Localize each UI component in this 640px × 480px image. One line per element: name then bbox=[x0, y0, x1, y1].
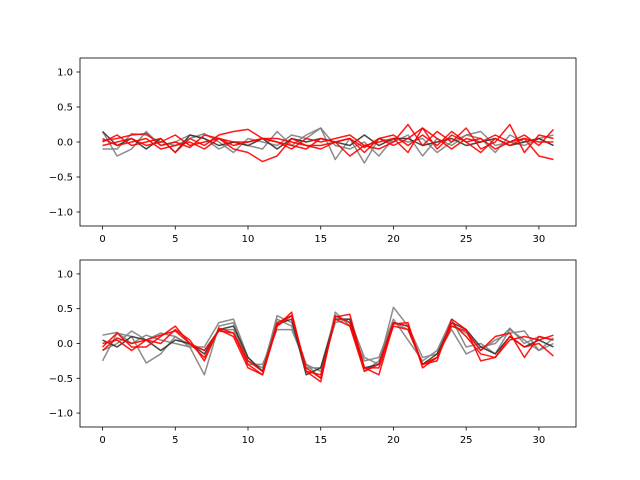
y-tick-label: −1.0 bbox=[49, 208, 73, 219]
x-tick-label: 10 bbox=[242, 234, 255, 245]
x-tick-label: 0 bbox=[99, 234, 105, 245]
series-line-0-3 bbox=[102, 127, 554, 163]
x-tick-label: 15 bbox=[314, 435, 327, 446]
subplot-bottom: 0 5 10 15 20 25 30 −1.0 −0.5 0.0 0.5 1.0 bbox=[49, 259, 577, 446]
y-tick-label: −0.5 bbox=[49, 173, 73, 184]
x-tick-label: 15 bbox=[314, 234, 327, 245]
x-tick-label: 10 bbox=[242, 435, 255, 446]
x-tick-label: 25 bbox=[460, 435, 473, 446]
x-tick-label: 20 bbox=[387, 234, 400, 245]
x-tick-label: 0 bbox=[99, 435, 105, 446]
subplot-top: 0 5 10 15 20 25 30 −1.0 −0.5 0.0 0.5 1.0 bbox=[49, 57, 577, 245]
y-tick-label: 0.5 bbox=[57, 103, 73, 114]
x-tick-label: 30 bbox=[533, 234, 546, 245]
y-tick-label: 1.0 bbox=[57, 68, 73, 79]
y-tick-label: 1.0 bbox=[57, 269, 73, 280]
x-tick-label: 25 bbox=[460, 234, 473, 245]
x-tick-label: 5 bbox=[172, 234, 178, 245]
y-tick-label: 0.0 bbox=[57, 138, 73, 149]
series-line-1-6 bbox=[102, 313, 554, 380]
y-tick-label: 0.5 bbox=[57, 304, 73, 315]
series-line-1-3 bbox=[102, 318, 554, 376]
series-line-0-5 bbox=[102, 128, 555, 154]
y-tick-label: 0.0 bbox=[57, 339, 73, 350]
x-tick-label: 5 bbox=[172, 435, 178, 446]
series-line-0-6 bbox=[102, 127, 554, 150]
x-tick-label: 20 bbox=[387, 435, 400, 446]
y-tick-label: −1.0 bbox=[49, 409, 73, 420]
x-tick-label: 30 bbox=[533, 435, 546, 446]
y-tick-label: −0.5 bbox=[49, 374, 73, 385]
